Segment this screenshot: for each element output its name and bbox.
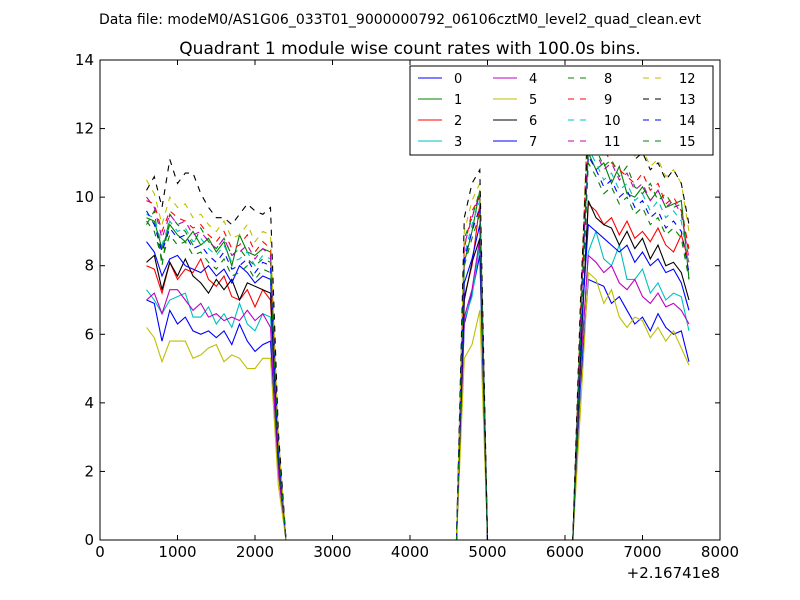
series-line-4 <box>146 238 690 540</box>
x-tick-label: 2000 <box>236 543 274 561</box>
y-tick-label: 8 <box>84 257 94 275</box>
series-line-2 <box>146 202 690 540</box>
legend-label-15: 15 <box>679 135 696 150</box>
series-line-5 <box>146 271 690 540</box>
x-offset-label: +2.16741e8 <box>627 564 720 582</box>
y-tick-label: 6 <box>84 325 94 343</box>
legend-label-0: 0 <box>454 72 462 87</box>
y-tick-label: 10 <box>75 188 94 206</box>
legend-label-1: 1 <box>454 93 462 108</box>
x-tick-label: 3000 <box>313 543 351 561</box>
series-line-10 <box>146 147 690 540</box>
series-group <box>146 97 690 540</box>
ticks-group: 0 1000 2000 3000 4000 5000 6000 7000 80000246810… <box>75 51 739 561</box>
legend-label-5: 5 <box>529 93 537 108</box>
x-tick-label: 1000 <box>158 543 196 561</box>
legend-label-12: 12 <box>679 72 696 87</box>
legend-label-2: 2 <box>454 114 462 129</box>
legend-label-4: 4 <box>529 72 537 87</box>
series-line-0 <box>146 255 690 540</box>
y-tick-label: 14 <box>75 51 94 69</box>
series-line-9 <box>146 100 690 540</box>
y-tick-label: 0 <box>84 531 94 549</box>
x-tick-label: 8000 <box>701 543 739 561</box>
legend-label-9: 9 <box>604 93 612 108</box>
x-tick-label: 5000 <box>468 543 506 561</box>
series-line-11 <box>146 135 690 540</box>
x-tick-label: 0 <box>95 543 105 561</box>
y-tick-label: 12 <box>75 120 94 138</box>
y-tick-label: 2 <box>84 462 94 480</box>
x-tick-label: 7000 <box>623 543 661 561</box>
legend-label-11: 11 <box>604 135 621 150</box>
legend-label-13: 13 <box>679 93 696 108</box>
legend-label-3: 3 <box>454 135 462 150</box>
series-line-1 <box>146 152 690 540</box>
legend-label-7: 7 <box>529 135 537 150</box>
y-tick-label: 4 <box>84 394 94 412</box>
series-line-6 <box>146 200 690 540</box>
series-line-3 <box>146 229 690 540</box>
suptitle: Data file: modeM0/AS1G06_033T01_90000007… <box>99 12 701 28</box>
series-line-15 <box>146 160 690 540</box>
legend-label-6: 6 <box>529 114 537 129</box>
x-tick-label: 6000 <box>546 543 584 561</box>
legend-label-10: 10 <box>604 114 621 129</box>
x-tick-label: 4000 <box>391 543 429 561</box>
plot-area <box>146 97 690 540</box>
series-line-13 <box>146 120 690 540</box>
chart-title: Quadrant 1 module wise count rates with … <box>179 39 640 59</box>
legend-label-8: 8 <box>604 72 612 87</box>
legend-box <box>409 65 714 156</box>
series-line-7 <box>146 223 690 540</box>
series-line-14 <box>146 154 690 540</box>
legend-label-14: 14 <box>679 114 696 129</box>
